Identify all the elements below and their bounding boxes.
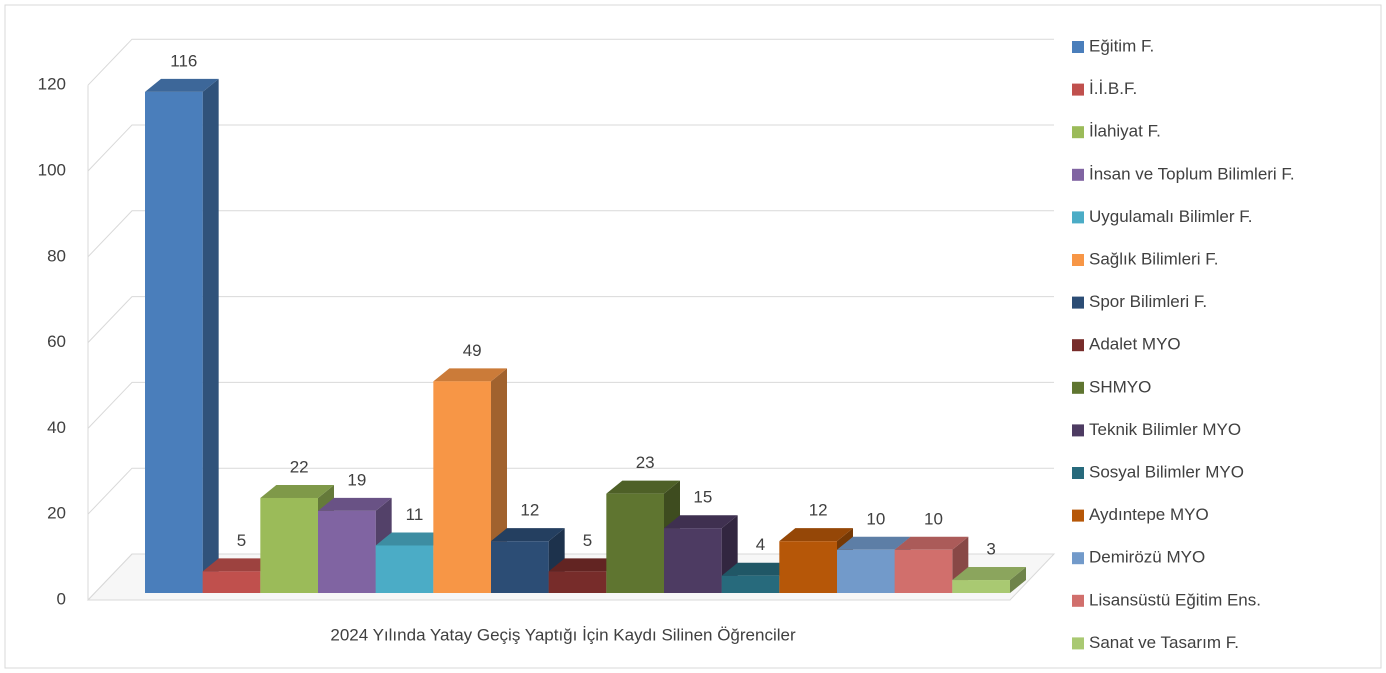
legend-swatch: [1072, 83, 1084, 96]
bar: [606, 493, 664, 593]
grid-line: [87, 381, 1054, 429]
legend-label: Sosyal Bilimler MYO: [1089, 462, 1244, 481]
legend-label: İ.İ.B.F.: [1089, 79, 1137, 98]
legend-swatch: [1072, 339, 1084, 352]
bar: [433, 381, 491, 593]
legend-swatch: [1072, 211, 1084, 224]
legend-label: Eğitim F.: [1089, 36, 1154, 55]
data-label: 12: [520, 501, 539, 520]
bar-top: [721, 562, 796, 576]
bar: [318, 510, 376, 593]
bar-top: [548, 558, 623, 572]
data-label: 116: [170, 51, 197, 70]
legend-swatch: [1072, 254, 1084, 266]
bar: [952, 580, 1010, 593]
data-label: 5: [237, 531, 246, 550]
x-tick-label: 2024 Yılında Yatay Geçiş Yaptığı İçin Ka…: [330, 625, 796, 644]
y-tick-label: 120: [38, 75, 66, 94]
bar: [375, 545, 434, 593]
bar-top: [202, 558, 277, 572]
bar: [837, 549, 895, 593]
legend-swatch: [1072, 296, 1084, 309]
y-tick-label: 40: [47, 418, 66, 437]
legend-swatch: [1072, 168, 1084, 181]
bar-top: [779, 528, 853, 542]
bar: [260, 497, 318, 593]
bar-top: [433, 368, 507, 382]
bar: [721, 575, 780, 593]
legend-label: Lisansüstü Eğitim Ens.: [1089, 590, 1261, 609]
data-label: 15: [693, 488, 712, 507]
data-label: 10: [924, 509, 943, 528]
legend-label: İnsan ve Toplum Bilimleri F.: [1089, 164, 1295, 183]
data-label: 22: [290, 457, 309, 476]
legend-swatch: [1072, 552, 1084, 565]
data-label: 11: [406, 505, 424, 524]
y-tick-label: 80: [47, 246, 66, 265]
bar-top: [894, 536, 969, 550]
legend-label: Demirözü MYO: [1089, 548, 1205, 567]
legend-swatch: [1072, 594, 1084, 607]
grid-line: [87, 553, 1054, 601]
bar-top: [318, 497, 392, 511]
bar: [664, 528, 722, 593]
bar: [548, 571, 607, 593]
y-tick-label: 100: [38, 160, 66, 179]
legend-swatch: [1072, 637, 1084, 650]
grid-line: [87, 210, 1054, 258]
y-tick-label: 20: [47, 504, 66, 523]
data-label: 5: [583, 531, 592, 550]
y-tick-label: 60: [47, 332, 66, 351]
data-label: 19: [347, 470, 366, 489]
y-tick-label: 0: [57, 589, 66, 608]
bar-top: [952, 567, 1026, 581]
bar: [779, 541, 837, 593]
grid-line: [87, 38, 1054, 86]
bar-top: [837, 536, 911, 550]
grid-line: [87, 467, 1054, 515]
legend-swatch: [1072, 381, 1084, 394]
bar-side: [202, 78, 219, 593]
data-label: 23: [636, 453, 655, 472]
bar: [145, 91, 203, 593]
legend-label: Aydıntepe MYO: [1089, 505, 1209, 524]
bar: [202, 571, 261, 593]
legend-label: İlahiyat F.: [1089, 122, 1161, 141]
bar-top: [260, 484, 334, 498]
legend-label: SHMYO: [1089, 377, 1151, 396]
legend-label: Sanat ve Tasarım F.: [1089, 633, 1239, 652]
bar-top: [491, 528, 565, 542]
bar: [491, 541, 549, 593]
legend-label: Teknik Bilimler MYO: [1089, 420, 1241, 439]
legend-swatch: [1072, 467, 1084, 479]
grid-line: [87, 296, 1054, 343]
legend-label: Uygulamalı Bilimler F.: [1089, 207, 1252, 226]
legend-swatch: [1072, 424, 1084, 437]
legend-label: Sağlık Bilimleri F.: [1089, 249, 1218, 268]
grid-line: [87, 124, 1054, 172]
bar-side: [1010, 567, 1026, 593]
legend-label: Adalet MYO: [1089, 335, 1181, 354]
data-label: 4: [756, 535, 765, 554]
bar-top: [606, 480, 680, 494]
bar-top: [145, 78, 219, 92]
data-label: 3: [986, 540, 995, 559]
data-label: 10: [866, 509, 885, 528]
legend-swatch: [1072, 41, 1084, 53]
legend-label: Spor Bilimleri F.: [1089, 292, 1207, 311]
data-label: 12: [809, 501, 828, 520]
legend-swatch: [1072, 509, 1084, 522]
data-label: 49: [463, 341, 482, 360]
bar-top: [664, 515, 738, 529]
bar-top: [375, 532, 450, 546]
bar: [894, 549, 953, 593]
legend-swatch: [1072, 126, 1084, 139]
